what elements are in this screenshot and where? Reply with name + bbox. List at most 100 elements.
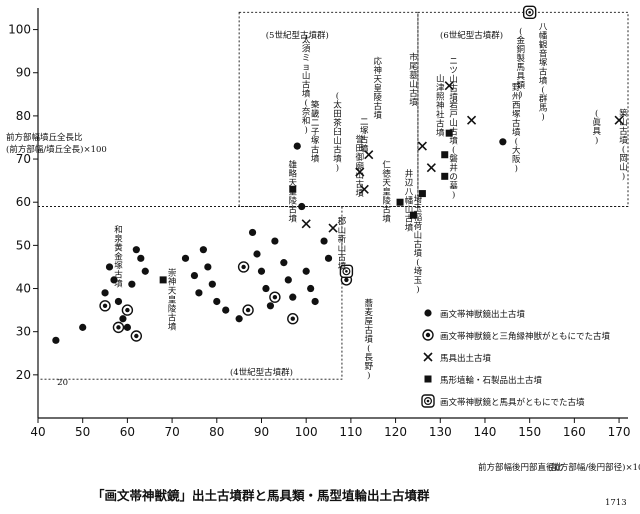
svg-text:山: 山 [619, 162, 628, 173]
point-dot [132, 246, 140, 254]
svg-text:山: 山 [449, 74, 458, 85]
point-dot [293, 142, 301, 150]
svg-text:皇: 皇 [382, 187, 391, 198]
point-dot [235, 315, 243, 323]
svg-text:築: 築 [619, 108, 628, 119]
svg-text:和: 和 [114, 225, 123, 235]
annotation-label: (眞具) [592, 108, 601, 146]
point-boxed-mirror [421, 394, 435, 408]
point-dot [284, 276, 292, 284]
svg-text:の: の [449, 172, 458, 182]
svg-text:古: 古 [512, 118, 521, 129]
point-dot [271, 237, 279, 245]
group-regions [37, 11, 629, 380]
svg-text:二: 二 [360, 118, 369, 128]
legend-label: 画文帯神獣鏡出土古墳 [440, 309, 526, 320]
point-dot [137, 254, 145, 262]
point-double-circle [237, 261, 250, 273]
point-square [418, 190, 426, 198]
svg-text:古: 古 [289, 205, 298, 216]
svg-text:新: 新 [338, 234, 347, 245]
svg-text:岡: 岡 [619, 154, 628, 164]
svg-text:古: 古 [449, 83, 458, 94]
svg-text:墓: 墓 [449, 180, 458, 191]
point-dot [280, 259, 288, 267]
svg-text:古: 古 [311, 144, 320, 155]
annotations: 八幡観音塚古墳(群馬)(金銅製馬具類)ニツ山古墳山津照神社古墳岩戸山古墳(磐井の… [114, 23, 628, 381]
point-square [424, 375, 432, 383]
point-cross [359, 184, 369, 194]
svg-text:尾: 尾 [409, 62, 418, 72]
svg-text:具: 具 [516, 72, 525, 82]
svg-text:墳: 墳 [382, 214, 391, 225]
point-double-circle [269, 291, 281, 303]
point-double-circle [287, 313, 299, 325]
svg-text:墳: 墳 [360, 144, 369, 155]
svg-text:山: 山 [338, 225, 347, 236]
group-label: (6世紀型古墳群) [440, 30, 503, 41]
svg-text:墳: 墳 [302, 89, 311, 100]
svg-text:古: 古 [114, 269, 123, 280]
svg-text:墳: 墳 [168, 322, 177, 333]
region-4c [37, 206, 343, 380]
svg-text:古: 古 [373, 101, 382, 112]
point-dot [222, 306, 230, 314]
svg-text:皇: 皇 [289, 187, 298, 198]
svg-text:幡: 幡 [539, 31, 548, 42]
svg-text:市: 市 [409, 52, 418, 63]
svg-text:(: ( [416, 257, 419, 268]
point-dot [424, 309, 432, 317]
svg-text:大: 大 [512, 145, 521, 156]
y-tick-label: 80 [16, 109, 31, 123]
svg-text:馬: 馬 [516, 63, 525, 73]
point-double-circle [130, 330, 143, 342]
svg-text:墳: 墳 [311, 153, 320, 164]
y-tick-label: 20 [16, 368, 31, 382]
svg-text:): ) [416, 284, 419, 295]
svg-text:御: 御 [356, 152, 365, 163]
svg-text:墳: 墳 [114, 278, 123, 289]
svg-text:岩: 岩 [449, 99, 458, 110]
svg-text:子: 子 [311, 127, 320, 137]
svg-text:徳: 徳 [382, 169, 391, 180]
svg-text:墳: 墳 [356, 188, 365, 199]
point-cross [423, 352, 433, 362]
svg-text:観: 観 [539, 40, 548, 51]
svg-text:墳: 墳 [405, 222, 414, 233]
point-cross [417, 141, 427, 151]
svg-text:ツ: ツ [449, 66, 458, 76]
point-dot [105, 263, 114, 271]
svg-text:古: 古 [302, 80, 311, 91]
svg-text:津: 津 [436, 82, 445, 93]
svg-text:塚: 塚 [360, 127, 369, 137]
svg-text:田: 田 [333, 110, 342, 120]
svg-text:墳: 墳 [449, 135, 458, 146]
svg-text:神: 神 [436, 100, 445, 111]
svg-text:臼: 臼 [333, 127, 342, 138]
point-double-circle [242, 304, 254, 316]
svg-text:古: 古 [356, 179, 365, 190]
svg-text:陵: 陵 [382, 197, 391, 207]
svg-text:墳: 墳 [338, 261, 347, 272]
point-cross [301, 219, 311, 229]
svg-text:(: ( [541, 85, 544, 96]
svg-text:略: 略 [289, 169, 298, 180]
svg-text:皇: 皇 [373, 83, 382, 94]
point-dot [141, 267, 149, 275]
point-dot [302, 267, 310, 275]
svg-text:井: 井 [405, 168, 414, 179]
svg-text:): ) [452, 189, 455, 200]
point-cross [364, 150, 374, 160]
x-tick-label: 150 [518, 425, 541, 439]
